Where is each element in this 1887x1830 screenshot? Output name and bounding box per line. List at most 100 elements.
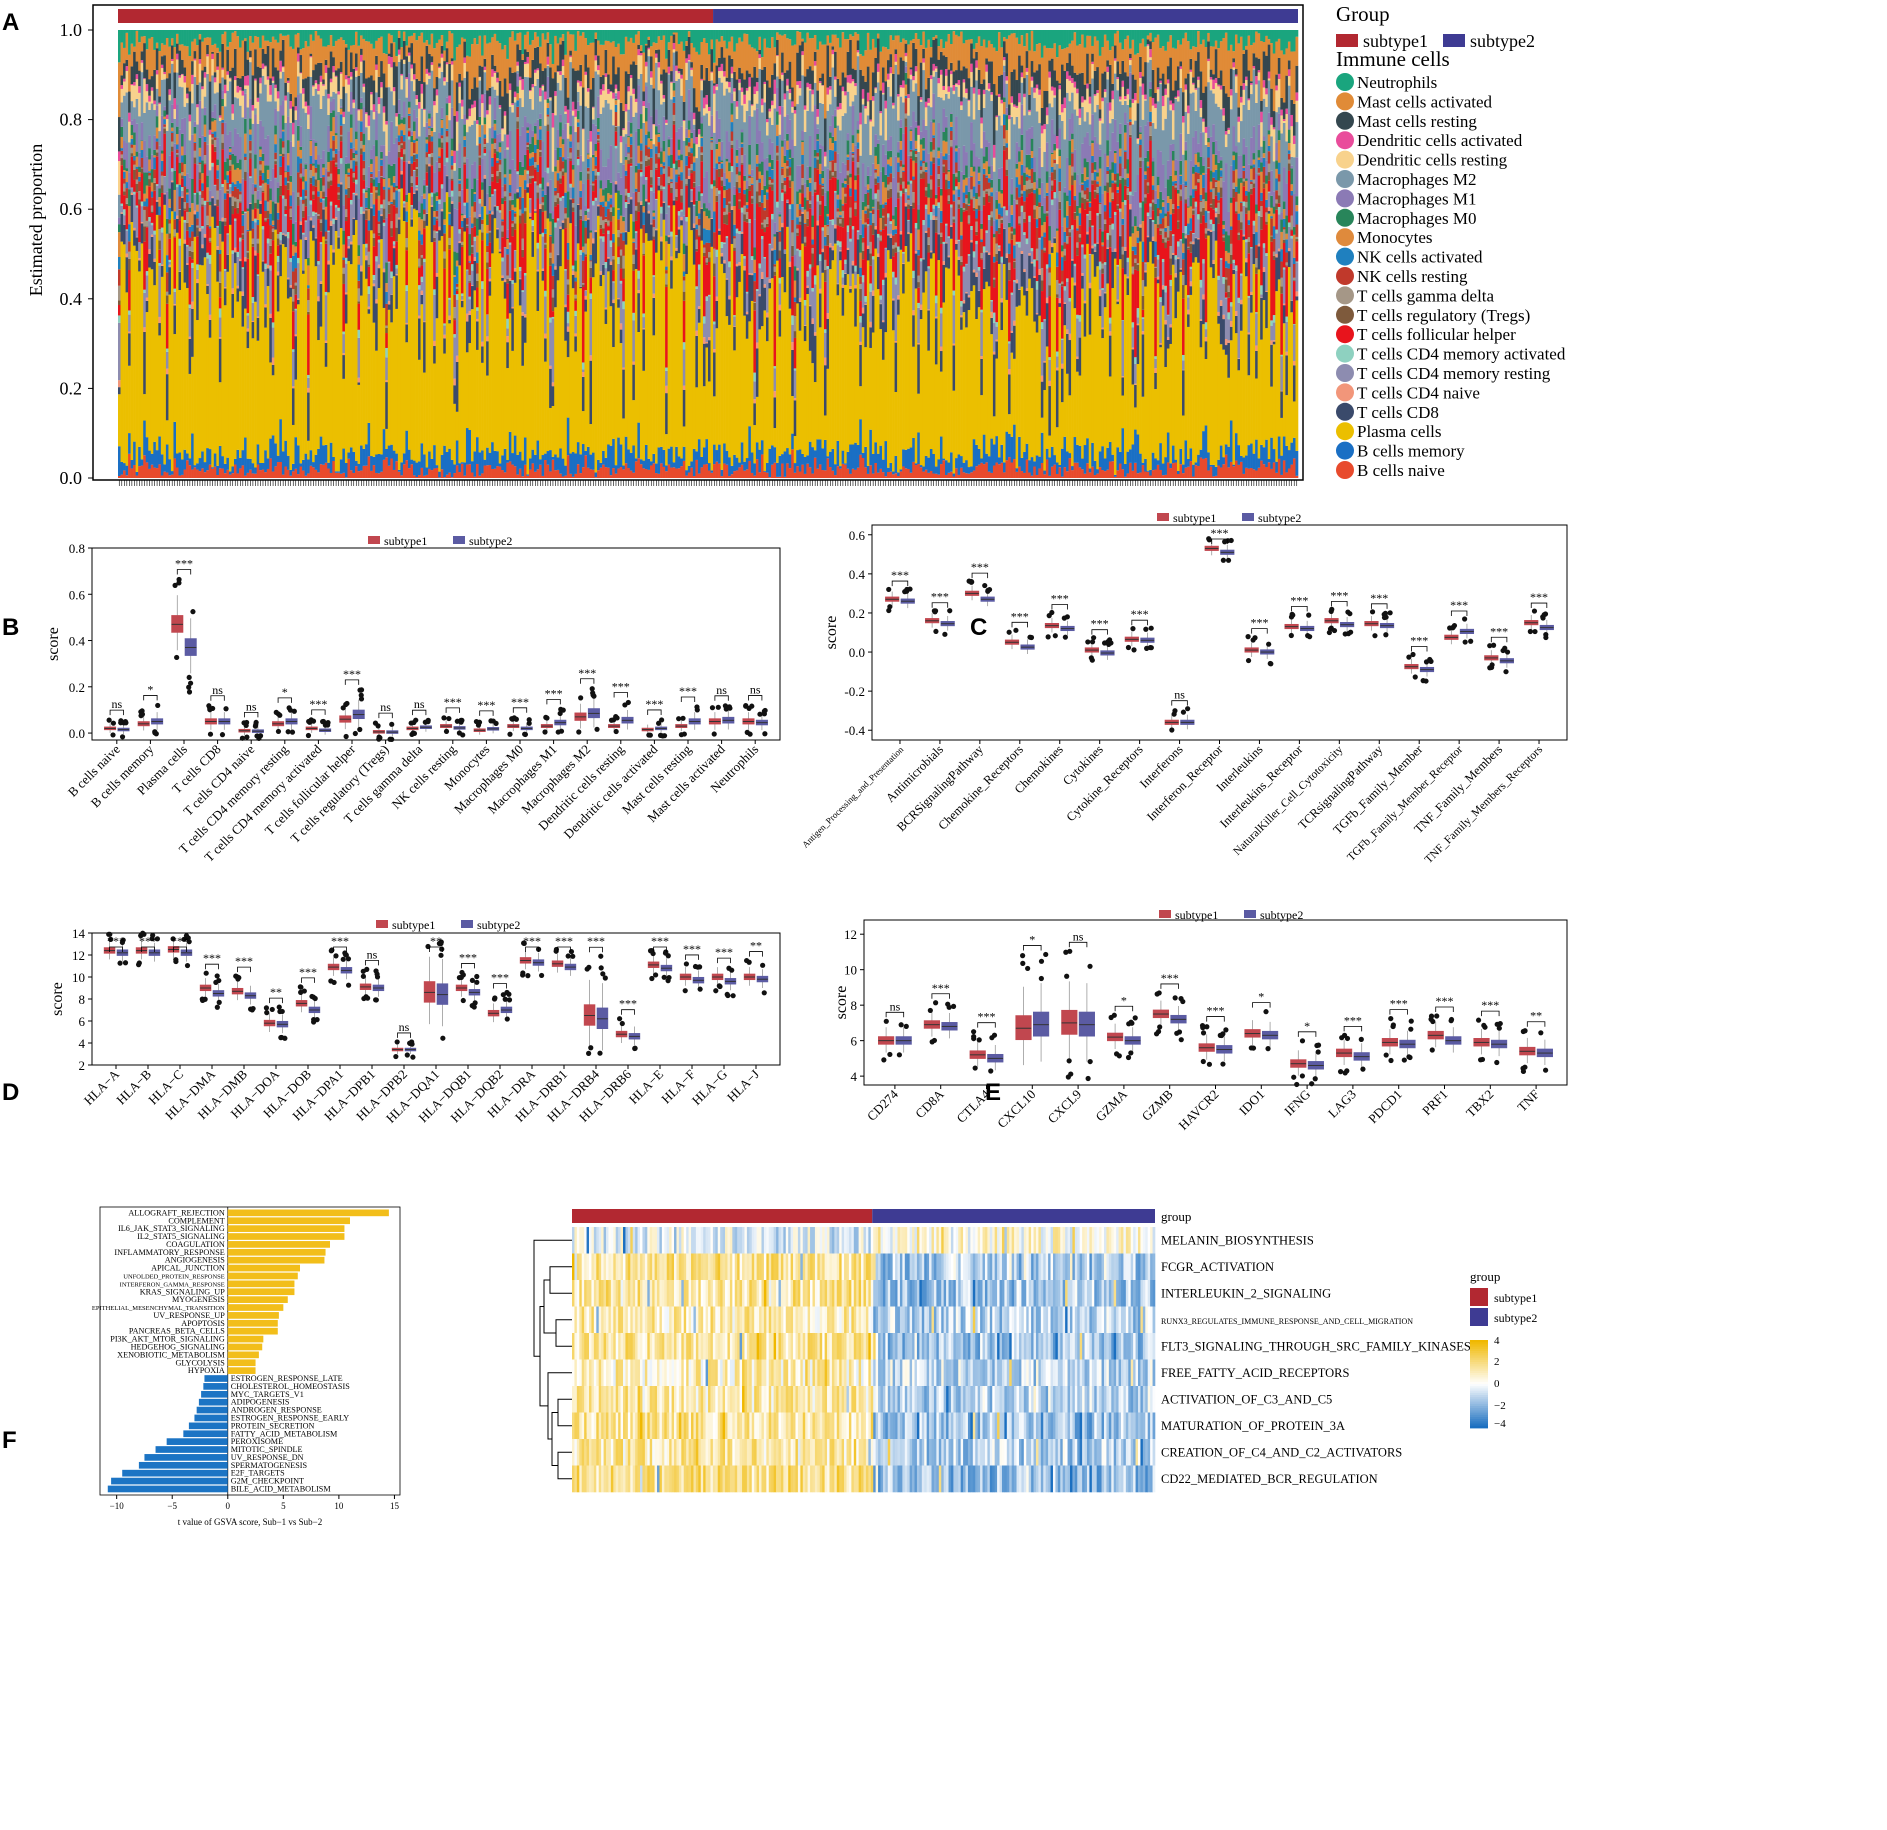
panel-a-bar-segment — [642, 184, 646, 207]
panel-a-bar-segment — [133, 160, 136, 165]
panel-a-bar-segment — [697, 146, 701, 186]
panel-a-bar-segment — [342, 86, 346, 112]
panel-a-bar-segment — [559, 156, 563, 172]
panel-a-bar-segment — [135, 98, 139, 124]
panel-a-bar-segment — [140, 36, 144, 52]
panel-a-bar-segment — [264, 221, 268, 264]
panel-a-bar-segment — [307, 129, 310, 216]
panel-a-bar-segment — [644, 201, 648, 234]
panel-a-bar-segment — [632, 61, 636, 89]
panel-a-bar-segment — [319, 222, 323, 232]
panel-a-bar-segment — [266, 268, 270, 287]
panel-a-bar-segment — [193, 214, 197, 237]
panel-a-bar-segment — [592, 181, 595, 184]
panel-a-bar-segment — [246, 250, 250, 253]
panel-a-bar-segment — [304, 106, 308, 113]
panel-a-bar-segment — [602, 30, 605, 45]
panel-a-bar-segment — [629, 97, 633, 123]
panel-a-bar-segment — [597, 215, 600, 460]
panel-a-bar-segment — [639, 114, 643, 129]
panel-a-bar-segment — [534, 144, 537, 153]
panel-a-bar-segment — [407, 130, 411, 132]
panel-a-bar-segment — [213, 93, 217, 105]
panel-a-bar-segment — [713, 85, 716, 94]
panel-a-bar-segment — [249, 150, 252, 154]
panel-a-bar-segment — [438, 171, 442, 200]
panel-a-bar-segment — [125, 171, 129, 183]
panel-a-bar-segment — [289, 30, 293, 47]
panel-a-bar-segment — [511, 31, 515, 73]
panel-a-bar-segment — [632, 238, 636, 242]
panel-a-bar-segment — [544, 333, 547, 339]
panel-a-bar-segment — [607, 158, 610, 180]
panel-a-bar-segment — [503, 184, 507, 192]
panel-a-bar-segment — [584, 290, 588, 296]
panel-a-bar-segment — [546, 182, 550, 187]
panel-a-bar-segment — [355, 108, 358, 132]
panel-a-bar-segment — [251, 104, 255, 111]
panel-a-bar-segment — [266, 243, 270, 265]
panel-a-bar-segment — [559, 114, 563, 123]
panel-a-bar-segment — [440, 148, 444, 185]
panel-a-bar-segment — [549, 30, 552, 45]
panel-a-bar-segment — [566, 242, 570, 260]
panel-a-bar-segment — [584, 311, 588, 451]
panel-a-bar-segment — [269, 225, 273, 240]
panel-a-bar-segment — [652, 144, 656, 193]
panel-a-bar-segment — [208, 170, 212, 191]
panel-a-bar-segment — [319, 75, 323, 82]
panel-a-bar-segment — [233, 128, 237, 156]
panel-a-bar-segment — [584, 206, 588, 211]
panel-a-bar-segment — [559, 171, 563, 179]
panel-a-bar-segment — [118, 117, 121, 152]
panel-a-bar-segment — [589, 89, 593, 132]
panel-a-bar-segment — [191, 103, 194, 135]
panel-a-bar-segment — [158, 30, 162, 52]
panel-a-bar-segment — [488, 295, 492, 453]
panel-a-bar-segment — [274, 101, 278, 109]
panel-a-bar-segment — [647, 131, 651, 139]
panel-a-bar-segment — [579, 219, 583, 251]
panel-a-bar-segment — [695, 107, 699, 138]
panel-a-bar-segment — [597, 96, 600, 118]
panel-a-bar-segment — [513, 91, 517, 98]
panel-a-bar-segment — [566, 217, 570, 243]
panel-a-bar-segment — [395, 126, 399, 138]
panel-a-bar-segment — [637, 278, 641, 291]
panel-a-bar-segment — [440, 118, 444, 120]
panel-a-bar-segment — [228, 152, 232, 155]
panel-a-bar-segment — [564, 54, 568, 78]
panel-a-bar-segment — [183, 282, 187, 450]
panel-a-bar-segment — [650, 223, 653, 225]
panel-a-bar-segment — [559, 74, 563, 91]
panel-a-bar-segment — [165, 472, 169, 478]
panel-a-bar-segment — [705, 30, 709, 44]
panel-a-bar-segment — [418, 230, 421, 241]
panel-a-bar-segment — [619, 249, 623, 256]
panel-a-bar-segment — [158, 197, 162, 207]
panel-a-bar-segment — [183, 222, 187, 240]
panel-a-bar-segment — [677, 468, 681, 478]
panel-a-bar-segment — [423, 108, 426, 110]
panel-a-bar-segment — [286, 238, 290, 278]
panel-a-bar-segment — [231, 205, 235, 215]
panel-a-bar-segment — [244, 475, 247, 478]
panel-a-bar-segment — [440, 142, 444, 149]
panel-a-bar-segment — [385, 448, 389, 458]
panel-a-bar-segment — [392, 143, 396, 164]
panel-a-bar-segment — [281, 147, 285, 154]
panel-a-bar-segment — [549, 257, 552, 266]
panel-a-bar-segment — [713, 349, 716, 353]
panel-a-bar-segment — [705, 208, 709, 217]
panel-a-bar-segment — [677, 68, 681, 72]
panel-a-bar-segment — [415, 167, 419, 169]
panel-a-bar-segment — [455, 111, 459, 122]
panel-a-bar-segment — [198, 458, 202, 472]
panel-a-bar-segment — [405, 290, 409, 323]
panel-a-bar-segment — [170, 131, 174, 133]
panel-a-bar-segment — [665, 393, 668, 435]
panel-a-bar-segment — [503, 78, 507, 112]
panel-a-bar-segment — [682, 460, 686, 478]
panel-a-bar-segment — [191, 469, 194, 478]
panel-a-bar-segment — [269, 253, 273, 266]
